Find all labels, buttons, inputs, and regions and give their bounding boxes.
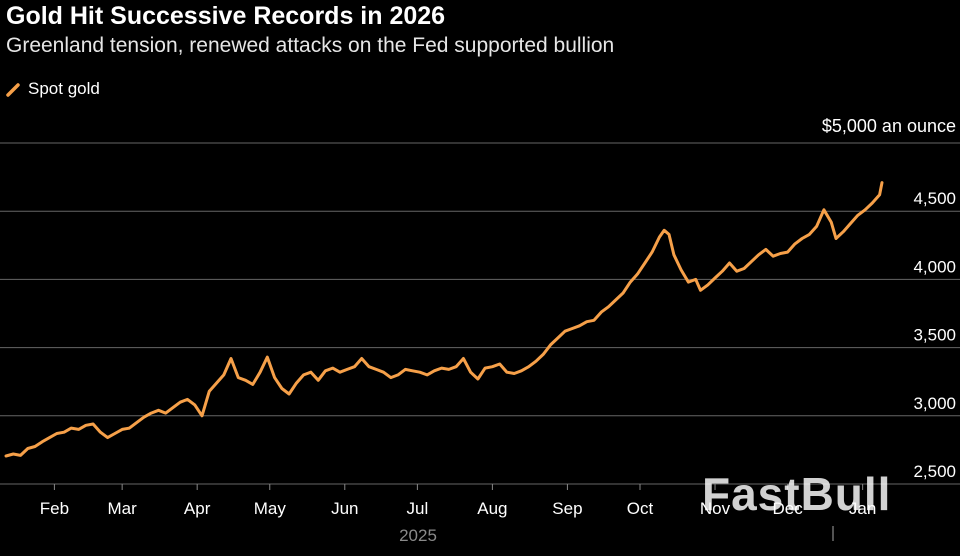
y-tick-label: 3,500 [913,326,956,345]
legend-label: Spot gold [28,79,100,98]
x-tick-label: Apr [184,499,211,518]
chart-title: Gold Hit Successive Records in 2026 [6,2,446,30]
x-tick-label: May [254,499,287,518]
x-tick-label: Sep [552,499,582,518]
x-tick-label: Aug [477,499,507,518]
legend: Spot gold [6,79,100,99]
watermark-logo: FastBull [702,468,892,520]
x-tick-label: Jul [407,499,429,518]
x-tick-label: Dec [773,499,804,518]
chart-subtitle: Greenland tension, renewed attacks on th… [6,34,615,57]
legend-swatch-icon [6,82,20,97]
x-tick-label: Nov [700,499,731,518]
series-line-spot-gold [4,181,884,458]
x-axis-year-label: 2025 [399,526,437,545]
x-tick-label: Mar [108,499,138,518]
x-tick-label: Jan [849,499,876,518]
y-tick-label: 3,000 [913,394,956,413]
y-axis-unit-label: $5,000 an ounce [821,116,956,136]
x-tick-label: Jun [331,499,358,518]
x-tick-label: Feb [40,499,69,518]
y-tick-label: 4,500 [913,189,956,208]
y-tick-label: 4,000 [913,257,956,276]
y-tick-label: 2,500 [913,462,956,481]
x-tick-label: Oct [627,499,654,518]
